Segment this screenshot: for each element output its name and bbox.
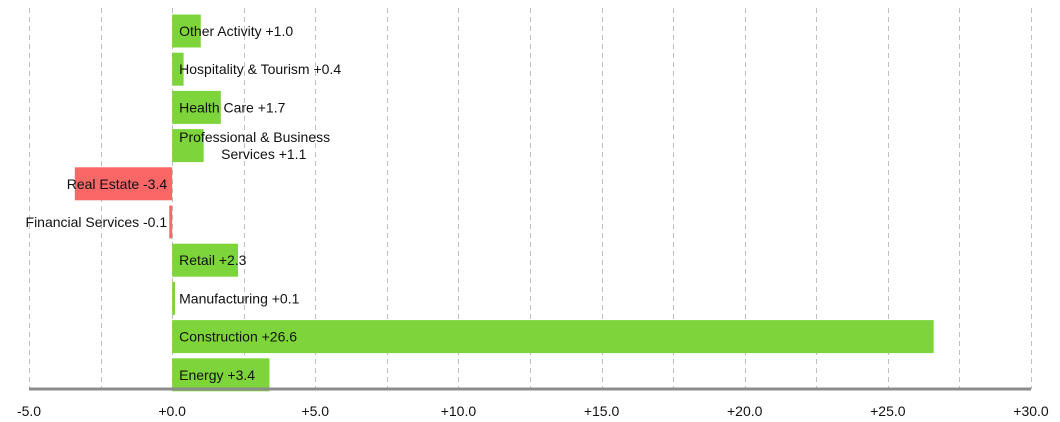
bar-8 xyxy=(172,281,176,315)
x-tick-label-7: +30.0 xyxy=(1013,403,1049,419)
bar-label-4-line-1: Professional & Business xyxy=(179,129,330,145)
bar-4 xyxy=(172,129,204,163)
bar-label-10: Energy +3.4 xyxy=(179,367,255,383)
bar-10 xyxy=(172,358,270,392)
x-tick-label-0: -5.0 xyxy=(17,403,41,419)
bar-label-3: Health Care +1.7 xyxy=(179,99,285,115)
x-tick-label-3: +10.0 xyxy=(441,403,477,419)
bars xyxy=(74,14,934,392)
bar-label-7: Retail +2.3 xyxy=(179,252,247,268)
bar-label-9: Construction +26.6 xyxy=(179,329,297,345)
x-axis-ticks: -5.0 +0.0 +5.0 +10.0 +15.0 +20.0 +25.0 +30.0 xyxy=(17,403,1049,419)
x-tick-label-4: +15.0 xyxy=(584,403,620,419)
bar-7 xyxy=(172,243,238,277)
bar-label-6: Financial Services -0.1 xyxy=(26,214,168,230)
bar-label-5: Real Estate -3.4 xyxy=(67,176,168,192)
bar-label-4-line-2: Services +1.1 xyxy=(221,146,306,162)
bar-3 xyxy=(172,90,221,124)
bar-label-4: Professional & Business Services +1.1 xyxy=(179,129,330,162)
bar-2 xyxy=(172,52,184,86)
x-tick-label-6: +25.0 xyxy=(870,403,906,419)
bar-label-1: Other Activity +1.0 xyxy=(179,23,293,39)
bar-5 xyxy=(74,167,173,201)
bar-label-2: Hospitality & Tourism +0.4 xyxy=(179,61,341,77)
bar-6 xyxy=(169,205,173,239)
bar-9 xyxy=(172,320,934,354)
bar-labels: Other Activity +1.0 Hospitality & Tourism… xyxy=(26,23,342,383)
x-tick-label-5: +20.0 xyxy=(727,403,763,419)
bar-label-8: Manufacturing +0.1 xyxy=(179,290,299,306)
x-tick-label-1: +0.0 xyxy=(158,403,186,419)
x-tick-label-2: +5.0 xyxy=(301,403,329,419)
bar-1 xyxy=(172,14,201,48)
